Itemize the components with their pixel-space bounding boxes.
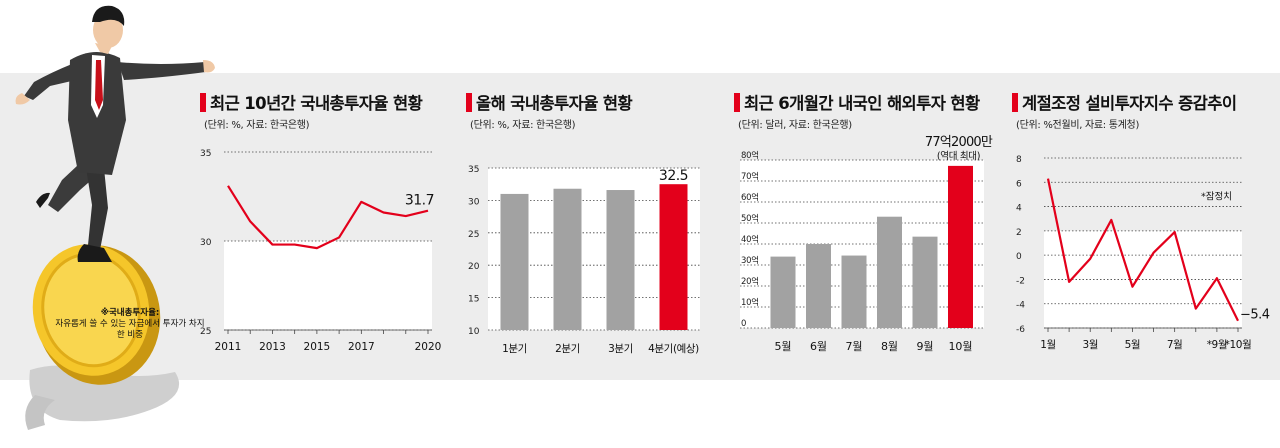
data-label: 31.7 bbox=[405, 193, 434, 209]
businessman-on-coin-illustration bbox=[0, 0, 230, 444]
y-tick-label: 10 bbox=[468, 327, 480, 337]
x-tick-label: 7월 bbox=[845, 340, 862, 353]
chart-title: 최근 10년간 국내총투자율 현황 bbox=[200, 90, 422, 114]
y-tick-label: 40억 bbox=[741, 234, 759, 245]
y-tick-label: -4 bbox=[1016, 301, 1025, 311]
chart-svg: 25 30 35 2011 2013 2015 2017 2020 31.7 bbox=[200, 142, 450, 367]
y-tick-label: 20 bbox=[468, 262, 480, 272]
x-tick-label: 2013 bbox=[259, 341, 286, 353]
panel-10yr-investment-rate: 최근 10년간 국내총투자율 현황 (단위: %, 자료: 한국은행) 25 30… bbox=[200, 90, 450, 375]
y-tick-label: 80억 bbox=[741, 150, 759, 161]
y-tick-label: 10억 bbox=[741, 297, 759, 308]
y-tick-label: 30 bbox=[468, 197, 480, 207]
footnote-label: *잠정치 bbox=[1201, 190, 1232, 202]
title-marker bbox=[466, 93, 472, 112]
x-tick-label: 1분기 bbox=[502, 343, 527, 355]
bar bbox=[771, 257, 796, 328]
y-tick-label: 25 bbox=[468, 230, 479, 240]
x-tick-label: 2분기 bbox=[555, 343, 580, 355]
chart-svg: 10 15 20 25 30 35 1분기 2분기 3분기 4분기(예상) 32.5 bbox=[466, 142, 716, 367]
bar bbox=[948, 166, 973, 328]
x-tick-label: 8월 bbox=[881, 340, 898, 353]
bar bbox=[806, 244, 831, 328]
bar bbox=[913, 237, 938, 328]
y-tick-label: 70억 bbox=[741, 171, 759, 182]
x-tick-label: 7월 bbox=[1167, 339, 1183, 351]
chart-unit: (단위: 달러, 자료: 한국은행) bbox=[738, 116, 852, 131]
x-tick-label: 2015 bbox=[304, 341, 331, 353]
chart-unit: (단위: %전월비, 자료: 통계청) bbox=[1016, 116, 1139, 131]
y-tick-label: -2 bbox=[1016, 276, 1025, 286]
panel-equipment-investment-index: 계절조정 설비투자지수 증감추이 (단위: %전월비, 자료: 통계청) -6 -… bbox=[1012, 90, 1274, 375]
x-tick-label: *10월 bbox=[1225, 339, 1252, 351]
bar bbox=[501, 194, 529, 330]
y-tick-label: 30 bbox=[200, 238, 212, 248]
y-tick-label: -6 bbox=[1016, 325, 1025, 335]
y-tick-label: 60억 bbox=[741, 192, 759, 203]
x-tick-label: 4분기(예상) bbox=[648, 342, 699, 355]
y-tick-label: 6 bbox=[1016, 179, 1022, 189]
x-tick-label: 5월 bbox=[1125, 339, 1141, 351]
investment-rate-footnote: ※국내총투자율: 자유롭게 쓸 수 있는 자금에서 투자가 차지한 비중 bbox=[55, 308, 205, 341]
chart-unit: (단위: %, 자료: 한국은행) bbox=[470, 116, 575, 131]
y-tick-label: 2 bbox=[1016, 228, 1022, 238]
bar bbox=[554, 189, 582, 330]
y-tick-label: 20억 bbox=[741, 276, 759, 287]
note-title: ※국내총투자율: bbox=[55, 308, 205, 319]
title-marker bbox=[1012, 93, 1018, 112]
x-tick-label: 3월 bbox=[1082, 339, 1098, 351]
series-line bbox=[228, 186, 428, 248]
data-label-sub: (역대 최대) bbox=[937, 151, 980, 162]
data-label: 32.5 bbox=[659, 168, 688, 184]
chart-title-text: 최근 10년간 국내총투자율 현황 bbox=[210, 94, 422, 113]
panel-overseas-investment: 최근 6개월간 내국인 해외투자 현황 (단위: 달러, 자료: 한국은행) 0… bbox=[734, 90, 1004, 375]
bar bbox=[842, 256, 867, 328]
y-tick-label: 15 bbox=[468, 295, 479, 305]
data-label: −5.4 bbox=[1240, 308, 1270, 323]
bar bbox=[607, 190, 635, 330]
data-label: 77억2000만 bbox=[925, 135, 993, 150]
y-tick-label: 8 bbox=[1016, 155, 1022, 165]
bar bbox=[877, 217, 902, 328]
y-tick-label: 4 bbox=[1016, 204, 1022, 214]
title-marker bbox=[734, 93, 740, 112]
x-tick-label: 3분기 bbox=[608, 343, 633, 355]
plot-area-bg bbox=[224, 241, 432, 330]
x-tick-label: 9월 bbox=[916, 340, 933, 353]
x-tick-label: 10월 bbox=[948, 340, 972, 353]
chart-unit: (단위: %, 자료: 한국은행) bbox=[204, 116, 309, 131]
chart-title-text: 올해 국내총투자율 현황 bbox=[476, 94, 632, 113]
x-tick-label: 2017 bbox=[348, 341, 375, 353]
chart-title-text: 최근 6개월간 내국인 해외투자 현황 bbox=[744, 94, 980, 113]
title-marker bbox=[200, 93, 206, 112]
x-tick-label: 5월 bbox=[774, 340, 791, 353]
chart-svg: 0 10억 20억 30억 40억 50억 60억 70억 80억 5월 6월 7월 8월 9월 10월 77… bbox=[734, 132, 1004, 367]
chart-title-text: 계절조정 설비투자지수 증감추이 bbox=[1022, 94, 1236, 113]
x-tick-label: 2011 bbox=[215, 341, 242, 353]
chart-title: 올해 국내총투자율 현황 bbox=[466, 90, 632, 114]
panel-quarterly-investment-rate: 올해 국내총투자율 현황 (단위: %, 자료: 한국은행) 10 15 20 25 3… bbox=[466, 90, 716, 375]
y-tick-label: 35 bbox=[200, 149, 211, 159]
x-tick-label: 2020 bbox=[415, 341, 442, 353]
y-tick-label: 50억 bbox=[741, 213, 759, 224]
y-tick-label: 0 bbox=[741, 319, 746, 329]
y-tick-label: 30억 bbox=[741, 255, 759, 266]
note-text: 자유롭게 쓸 수 있는 자금에서 투자가 차지한 비중 bbox=[55, 319, 204, 340]
y-tick-label: 35 bbox=[468, 165, 479, 175]
x-tick-label: 1월 bbox=[1040, 339, 1056, 351]
x-tick-label: 6월 bbox=[810, 340, 827, 353]
bar bbox=[660, 184, 688, 330]
chart-title: 계절조정 설비투자지수 증감추이 bbox=[1012, 90, 1236, 114]
chart-title: 최근 6개월간 내국인 해외투자 현황 bbox=[734, 90, 980, 114]
y-tick-label: 25 bbox=[200, 327, 211, 337]
y-tick-label: 0 bbox=[1016, 252, 1022, 262]
